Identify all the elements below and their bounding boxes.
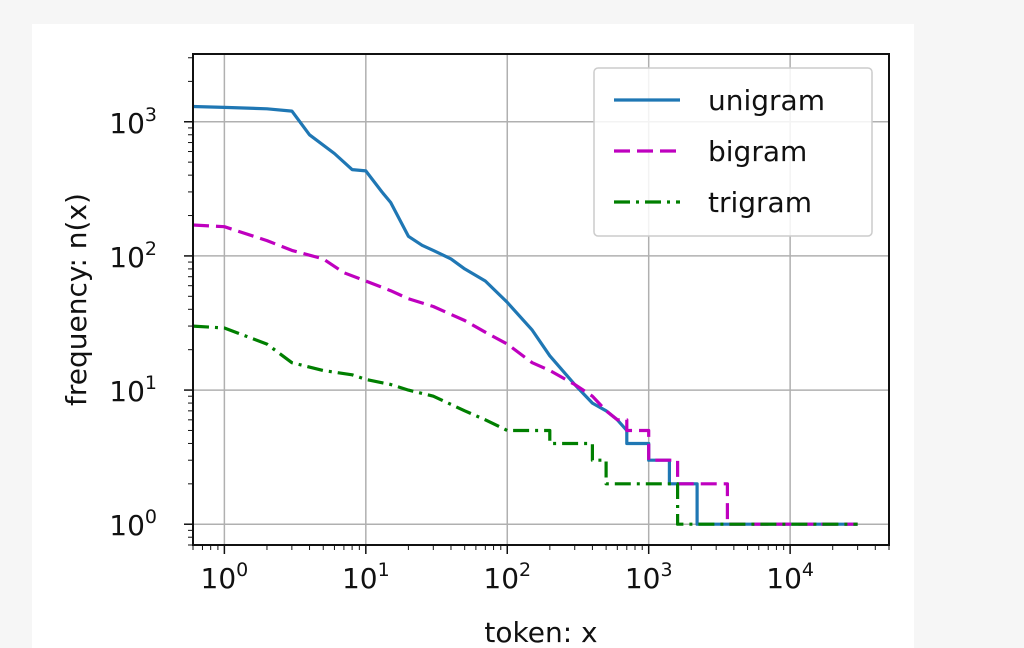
legend-box xyxy=(593,67,873,237)
x-tick-label: 102 xyxy=(483,559,531,595)
frequency-chart: 100 101 102 103 104 100 101 102 103 token: x fre… xyxy=(60,53,890,648)
x-tick-label: 100 xyxy=(201,559,249,595)
x-tick-label: 103 xyxy=(625,559,673,595)
y-tick-label: 103 xyxy=(109,104,157,140)
plot-frame xyxy=(192,53,890,546)
y-axis-label: frequency: n(x) xyxy=(60,193,93,406)
figure-card: 100 101 102 103 104 100 101 102 103 token: x fre… xyxy=(32,24,914,648)
y-tick-label: 100 xyxy=(109,506,157,542)
y-tick-label: 102 xyxy=(109,238,157,274)
x-axis-label: token: x xyxy=(484,616,597,648)
y-tick-label: 101 xyxy=(109,372,157,408)
series-line-trigram xyxy=(192,324,858,526)
x-tick-label: 101 xyxy=(342,559,390,595)
series-line-bigram xyxy=(192,223,858,526)
legend-label-trigram: trigram xyxy=(708,186,812,219)
legend-label-bigram: bigram xyxy=(708,135,807,168)
x-tick-label: 104 xyxy=(766,559,814,595)
axis-ticks: 100 101 102 103 104 100 101 102 103 xyxy=(109,57,890,595)
series-lines xyxy=(192,104,858,526)
legend-label-unigram: unigram xyxy=(708,84,825,117)
legend: unigram bigram trigram xyxy=(593,67,873,237)
